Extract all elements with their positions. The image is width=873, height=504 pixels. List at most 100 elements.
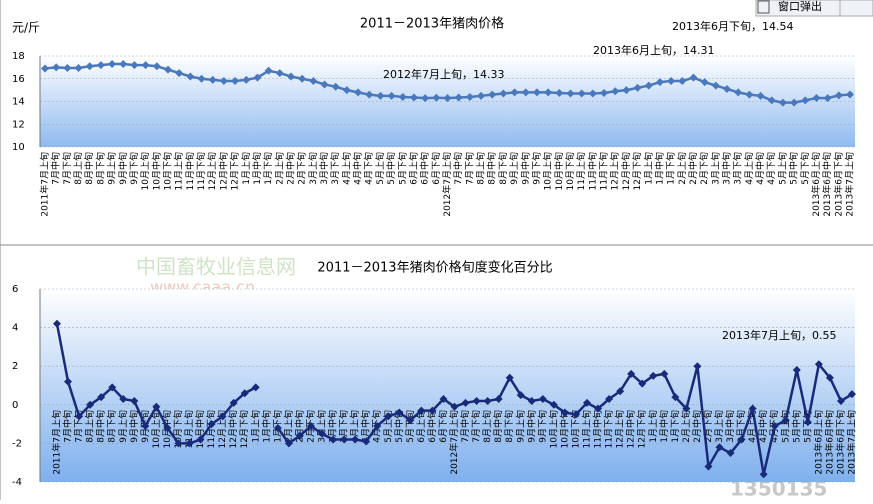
- x-tick-label: 1月中旬: [658, 410, 670, 443]
- y-tick-label: 14: [12, 97, 25, 108]
- x-tick-label: 7月下旬: [463, 152, 475, 185]
- data-point: [130, 61, 139, 70]
- x-tick-label: 4月中旬: [360, 410, 372, 443]
- data-point: [432, 93, 441, 102]
- x-tick-label: 11月中旬: [586, 152, 598, 190]
- data-point: [555, 88, 564, 97]
- y-tick-label: 10: [12, 142, 25, 153]
- x-tick-label: 4月上旬: [340, 152, 352, 185]
- data-point: [638, 379, 647, 388]
- x-tick-label: 10月中旬: [150, 152, 162, 190]
- data-point: [306, 422, 315, 431]
- x-tick-label: 5月下旬: [799, 152, 811, 185]
- popup-button[interactable]: 窗口弹出: [778, 0, 822, 13]
- x-tick-label: 4月上旬: [349, 410, 361, 443]
- data-point: [354, 88, 363, 97]
- x-tick-label: 2月上旬: [282, 410, 294, 443]
- data-point: [163, 423, 172, 432]
- data-point: [163, 65, 172, 74]
- data-point: [549, 400, 558, 409]
- x-tick-label: 10月上旬: [542, 152, 554, 190]
- x-tick-label: 12月上旬: [206, 152, 218, 190]
- popup-icon: [757, 0, 770, 14]
- data-point: [96, 61, 105, 70]
- y-tick-label: -2: [12, 438, 22, 449]
- data-point: [443, 94, 452, 103]
- data-point: [600, 88, 609, 97]
- data-point: [97, 393, 106, 402]
- x-tick-label: 1月中旬: [251, 152, 263, 185]
- data-point: [834, 91, 843, 100]
- data-point: [329, 435, 338, 444]
- data-point: [284, 439, 293, 448]
- data-point: [264, 66, 273, 75]
- data-point: [488, 90, 497, 99]
- data-point: [566, 89, 575, 98]
- data-point: [756, 91, 765, 100]
- data-point: [571, 410, 580, 419]
- x-tick-label: 11月下旬: [205, 410, 217, 448]
- data-point: [207, 420, 216, 429]
- data-point: [273, 423, 282, 432]
- x-tick-label: 1月上旬: [249, 410, 261, 443]
- data-point: [406, 416, 415, 425]
- x-tick-label: 8月上旬: [475, 152, 487, 185]
- x-tick-label: 12月下旬: [238, 410, 250, 448]
- close-button[interactable]: [839, 0, 873, 17]
- data-point: [767, 96, 776, 105]
- data-point: [208, 75, 217, 84]
- x-tick-label: 11月上旬: [581, 410, 593, 448]
- data-point: [275, 69, 284, 78]
- x-tick-label: 3月中旬: [724, 410, 736, 443]
- x-tick-label: 8月中旬: [486, 152, 498, 185]
- data-point: [384, 412, 393, 421]
- data-point: [229, 398, 238, 407]
- y-tick-label: 12: [12, 119, 25, 130]
- data-point: [240, 389, 249, 398]
- data-point: [723, 84, 732, 93]
- x-tick-label: 1月中旬: [653, 152, 665, 185]
- data-point: [759, 470, 768, 479]
- data-point: [373, 422, 382, 431]
- x-tick-label: 2013年6月上旬: [810, 152, 822, 217]
- annotation: 2013年7月上旬，0.55: [722, 328, 837, 342]
- data-point: [689, 73, 698, 82]
- data-point: [41, 64, 49, 73]
- data-point: [108, 59, 117, 68]
- data-point: [700, 78, 709, 87]
- x-tick-label: 10月上旬: [547, 410, 559, 448]
- data-point: [846, 90, 854, 99]
- x-tick-label: 1月上旬: [647, 410, 659, 443]
- data-point: [450, 402, 459, 411]
- x-tick-label: 4月中旬: [754, 152, 766, 185]
- data-point: [174, 439, 183, 448]
- data-point: [320, 80, 329, 89]
- x-tick-label: 2月上旬: [676, 152, 688, 185]
- x-tick-label: 2012年7月上旬: [448, 410, 460, 475]
- data-point: [605, 395, 614, 404]
- x-tick-label: 2013年6月中旬: [821, 152, 833, 217]
- data-point: [119, 59, 128, 68]
- data-point: [510, 88, 519, 97]
- x-tick-label: 3月下旬: [732, 152, 744, 185]
- data-point: [196, 435, 205, 444]
- x-tick-label: 2013年7月上旬: [844, 152, 856, 217]
- x-tick-label: 5月中旬: [790, 410, 802, 443]
- data-point: [521, 88, 530, 97]
- x-tick-label: 2月上旬: [680, 410, 692, 443]
- annotation: 2013年6月下旬，14.54: [672, 19, 793, 33]
- data-point: [286, 72, 295, 81]
- data-point: [85, 62, 94, 71]
- x-tick-label: 10月中旬: [558, 410, 570, 448]
- data-point: [331, 82, 340, 91]
- data-point: [130, 396, 139, 405]
- data-point: [152, 62, 161, 71]
- data-point: [387, 91, 396, 100]
- data-point: [505, 373, 514, 382]
- x-tick-label: 3月下旬: [338, 410, 350, 443]
- data-point: [711, 81, 720, 90]
- data-point: [527, 396, 536, 405]
- x-tick-label: 2月中旬: [284, 152, 296, 185]
- chart-title: 2011－2013年猪肉价格: [360, 16, 504, 32]
- annotation: 2012年7月上旬，14.33: [383, 67, 504, 81]
